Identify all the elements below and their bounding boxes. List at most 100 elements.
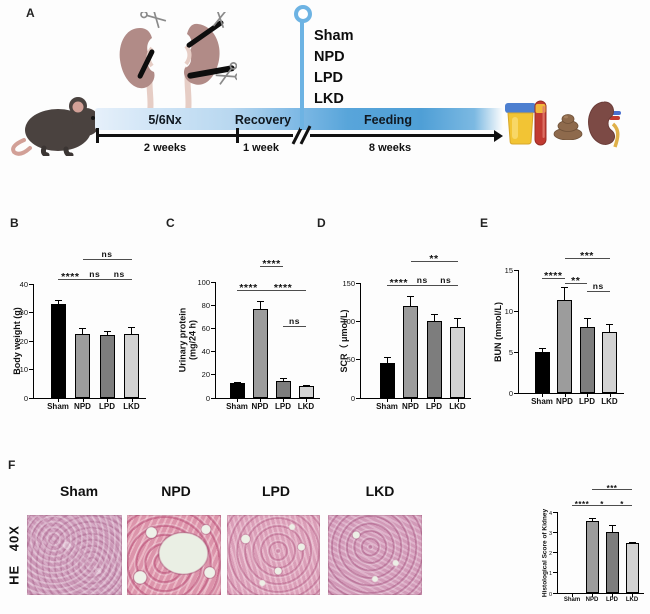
kidney-icon bbox=[588, 101, 621, 148]
timeline-tick bbox=[236, 128, 239, 143]
stain-label: HE 40X bbox=[6, 525, 22, 585]
x-tick-label: NPD bbox=[74, 402, 91, 411]
significance-label: **** bbox=[544, 270, 563, 283]
y-tick-mark bbox=[211, 374, 216, 376]
x-tick-label: Sham bbox=[47, 402, 69, 411]
x-tick-mark bbox=[82, 398, 84, 402]
histology-column-lkd: LKD bbox=[365, 483, 395, 499]
y-tick-label: 0 bbox=[23, 393, 28, 403]
bar-lpd bbox=[426, 321, 442, 398]
y-tick-mark bbox=[514, 310, 519, 312]
y-tick-label: 50 bbox=[346, 355, 355, 365]
error-bar bbox=[541, 347, 543, 352]
y-axis-title: Urinary protein (mg/24 h) bbox=[177, 307, 198, 373]
panel-label-a: A bbox=[26, 6, 35, 20]
panel-label-b: B bbox=[10, 216, 19, 230]
significance-label: *** bbox=[580, 249, 594, 262]
x-tick-mark bbox=[457, 398, 459, 402]
y-tick-label: 0 bbox=[205, 393, 210, 403]
significance-line bbox=[58, 278, 83, 280]
group-label-lkd: LKD bbox=[314, 91, 344, 107]
y-tick-mark bbox=[29, 369, 34, 370]
x-tick-label: LPD bbox=[275, 402, 291, 411]
x-tick-label: LKD bbox=[601, 397, 618, 406]
error-bar bbox=[564, 287, 565, 301]
y-tick-label: 4 bbox=[548, 510, 552, 517]
significance-label: *** bbox=[606, 483, 618, 493]
y-tick-mark bbox=[29, 283, 34, 285]
bar-lpd bbox=[275, 381, 291, 398]
x-tick-mark bbox=[612, 593, 613, 597]
error-bar bbox=[611, 525, 613, 533]
x-tick-mark bbox=[260, 398, 261, 402]
error-bar-cap bbox=[256, 300, 264, 302]
error-bar-cap bbox=[103, 331, 111, 333]
panel-label-f: F bbox=[8, 458, 16, 472]
significance-label: ns bbox=[416, 275, 428, 286]
significance-label: ns bbox=[101, 248, 113, 259]
group-label-sham: Sham bbox=[314, 28, 354, 44]
bar-lpd bbox=[605, 532, 619, 593]
significance-line bbox=[410, 260, 458, 262]
y-tick-label: 0 bbox=[548, 591, 552, 598]
y-tick-mark bbox=[514, 392, 519, 394]
bar-lkd bbox=[298, 386, 314, 398]
y-tick-mark bbox=[211, 304, 216, 306]
bar-sham bbox=[229, 382, 245, 398]
error-bar bbox=[57, 300, 59, 304]
y-tick-mark bbox=[514, 351, 519, 353]
y-tick-label: 3 bbox=[548, 530, 552, 537]
duration-label-1: 2 weeks bbox=[143, 142, 187, 154]
bar-lpd bbox=[99, 335, 115, 398]
histology-column-lpd: LPD bbox=[262, 483, 290, 499]
panel-label-e: E bbox=[480, 216, 489, 230]
error-bar-cap bbox=[128, 327, 135, 329]
error-bar bbox=[410, 296, 411, 306]
y-tick-label: 100 bbox=[197, 277, 210, 287]
x-tick-mark bbox=[283, 398, 284, 402]
error-bar-cap bbox=[608, 525, 616, 527]
chart-body-weight: Body weight (g) 0 10 20 30 40 Sham NPD LPD LKD ***… bbox=[12, 249, 146, 411]
error-bar-cap bbox=[430, 314, 438, 316]
significance-line bbox=[107, 278, 132, 280]
x-tick-label: LKD bbox=[297, 402, 315, 411]
significance-line bbox=[82, 278, 107, 280]
y-tick-mark bbox=[356, 282, 361, 284]
y-tick-mark bbox=[356, 320, 361, 322]
x-tick-label: NPD bbox=[251, 402, 269, 411]
significance-label: ns bbox=[89, 268, 101, 279]
y-tick-mark bbox=[211, 351, 216, 353]
x-tick-label: LKD bbox=[449, 402, 466, 411]
y-tick-label: 150 bbox=[342, 278, 355, 288]
y-tick-label: 5 bbox=[508, 347, 513, 357]
y-tick-mark bbox=[29, 312, 34, 313]
x-tick-label: Sham bbox=[531, 397, 553, 406]
x-tick-label: LKD bbox=[123, 402, 140, 411]
bar-lkd bbox=[602, 332, 617, 393]
histology-image-lkd bbox=[328, 515, 422, 595]
significance-line bbox=[592, 504, 612, 506]
bar-npd bbox=[403, 306, 418, 398]
bar-lkd bbox=[124, 334, 139, 398]
significance-line bbox=[237, 290, 260, 292]
significance-label: ns bbox=[592, 281, 604, 292]
phase-label-feeding: Feeding bbox=[364, 113, 412, 127]
significance-label: ns bbox=[113, 268, 125, 279]
histology-image-npd bbox=[127, 515, 221, 595]
x-tick-label: NPD bbox=[402, 402, 419, 411]
y-tick-mark bbox=[514, 269, 519, 271]
bar-npd bbox=[75, 333, 90, 398]
y-tick-label: 20 bbox=[19, 336, 28, 346]
y-tick-label: 80 bbox=[201, 300, 210, 310]
significance-label: ** bbox=[429, 252, 439, 265]
chart-histological-score: Histological Score of Kidney 0 1 2 3 4 Sham NPD… bbox=[541, 484, 644, 603]
significance-line bbox=[260, 290, 306, 292]
x-tick-mark bbox=[387, 398, 388, 402]
y-tick-mark bbox=[553, 592, 558, 594]
x-tick-label: LPD bbox=[99, 402, 115, 411]
y-tick-label: 2 bbox=[548, 551, 552, 557]
bar-lpd bbox=[579, 326, 595, 393]
duration-label-3: 8 weeks bbox=[368, 142, 412, 154]
x-tick-label: LPD bbox=[579, 397, 595, 406]
y-tick-mark bbox=[356, 359, 361, 361]
